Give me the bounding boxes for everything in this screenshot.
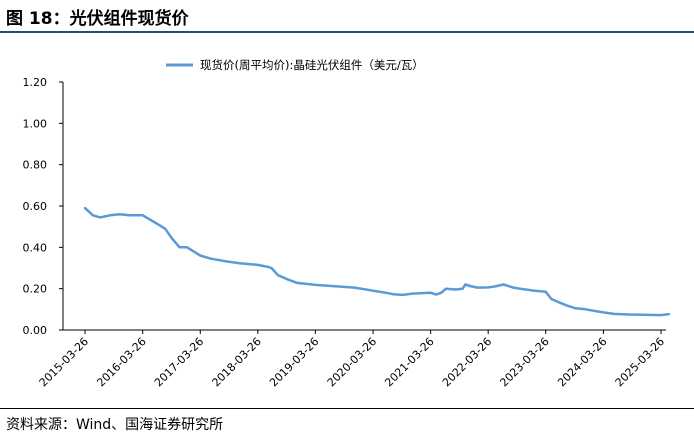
data-point bbox=[557, 300, 560, 304]
data-point bbox=[533, 289, 536, 292]
data-point bbox=[199, 254, 202, 257]
data-point bbox=[544, 290, 547, 293]
data-point bbox=[118, 213, 121, 216]
data-point bbox=[256, 263, 259, 267]
data-points bbox=[83, 206, 671, 317]
y-tick-label: 0.80 bbox=[23, 159, 48, 172]
data-point bbox=[564, 304, 568, 307]
data-point bbox=[429, 291, 432, 294]
source-note: 资料来源：Wind、国海证券研究所 bbox=[6, 417, 224, 433]
data-point bbox=[270, 266, 273, 270]
data-point bbox=[440, 291, 443, 294]
data-point bbox=[108, 214, 112, 217]
chart-background bbox=[0, 36, 694, 404]
data-point bbox=[163, 227, 167, 230]
data-point bbox=[353, 286, 356, 289]
legend-label: 现货价(周平均价):晶硅光伏组件（美元/瓦） bbox=[200, 58, 424, 72]
data-point bbox=[314, 283, 317, 287]
data-point bbox=[512, 286, 515, 289]
data-point bbox=[99, 216, 102, 219]
data-point bbox=[502, 283, 505, 286]
y-tick-label: 0.00 bbox=[23, 324, 48, 337]
data-point bbox=[339, 285, 342, 288]
data-point bbox=[392, 293, 395, 296]
y-tick-label: 0.40 bbox=[23, 241, 48, 254]
data-point bbox=[185, 246, 189, 249]
data-point bbox=[461, 287, 464, 290]
data-point bbox=[238, 262, 241, 265]
data-point bbox=[382, 291, 385, 294]
data-point bbox=[584, 308, 587, 311]
data-point bbox=[444, 287, 448, 290]
data-point bbox=[83, 206, 87, 210]
line-chart: 现货价(周平均价):晶硅光伏组件（美元/瓦） 0.000.200.400.600… bbox=[0, 36, 694, 404]
figure-title: 图 18：光伏组件现货价 bbox=[6, 9, 189, 29]
data-point bbox=[468, 284, 472, 288]
source-divider bbox=[0, 408, 694, 409]
y-tick-label: 1.00 bbox=[23, 117, 48, 130]
data-point bbox=[464, 283, 467, 286]
data-point bbox=[411, 292, 414, 295]
legend: 现货价(周平均价):晶硅光伏组件（美元/瓦） bbox=[166, 58, 424, 72]
y-tick-label: 0.20 bbox=[23, 283, 48, 296]
data-point bbox=[574, 307, 577, 310]
data-point bbox=[286, 278, 289, 281]
data-point bbox=[141, 214, 144, 217]
data-point bbox=[667, 312, 671, 316]
data-point bbox=[128, 214, 131, 217]
data-point bbox=[519, 287, 522, 290]
y-tick-label: 1.20 bbox=[23, 76, 48, 89]
data-point bbox=[435, 293, 438, 296]
data-point bbox=[152, 220, 155, 223]
data-point bbox=[454, 288, 457, 291]
data-point bbox=[659, 313, 663, 317]
data-point bbox=[612, 312, 616, 316]
data-point bbox=[526, 288, 529, 291]
data-point bbox=[178, 246, 181, 249]
data-point bbox=[487, 286, 490, 289]
y-ticks: 0.00 0.20 0.40 0.60 0.80 1.00 1.20 bbox=[23, 76, 63, 337]
data-point bbox=[224, 260, 227, 263]
data-point bbox=[276, 274, 280, 277]
data-point bbox=[550, 297, 553, 301]
title-underline bbox=[0, 31, 694, 33]
data-point bbox=[627, 313, 630, 316]
data-point bbox=[641, 313, 645, 316]
y-tick-label: 0.60 bbox=[23, 200, 48, 213]
data-point bbox=[171, 237, 174, 241]
data-point bbox=[209, 257, 212, 260]
data-point bbox=[602, 311, 605, 314]
data-point bbox=[371, 289, 375, 292]
data-point bbox=[91, 214, 95, 217]
data-point bbox=[267, 265, 270, 269]
data-point bbox=[492, 285, 496, 288]
data-point bbox=[296, 281, 299, 285]
data-point bbox=[401, 293, 405, 297]
data-point bbox=[475, 286, 479, 289]
data-point bbox=[324, 284, 328, 287]
